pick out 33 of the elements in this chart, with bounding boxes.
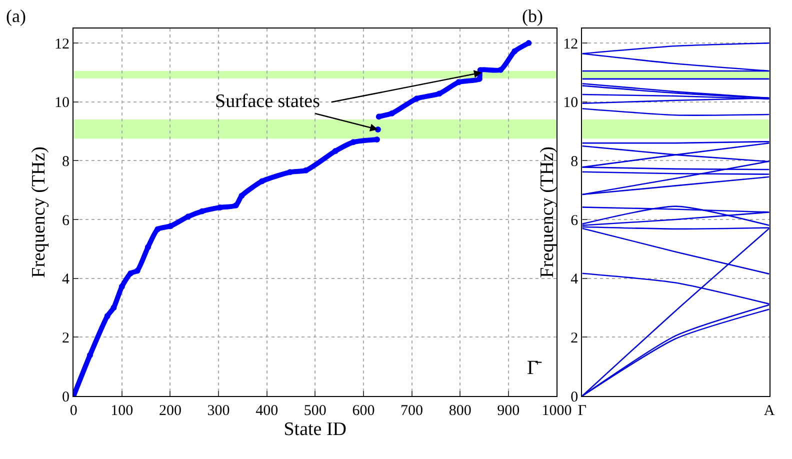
y-tick-label: 4 [570,272,579,288]
x-tick-label: 800 [448,403,472,420]
x-tick-label: 500 [304,403,326,420]
y-tick-label: 12 [54,36,70,52]
text: (b) [522,6,543,26]
x-axis-title: State ID [284,419,347,440]
y-tick-label: 0 [570,389,578,406]
y-tick-label: 0 [62,389,70,406]
x-tick-label: 1000 [542,403,572,420]
y-axis-title: Frequency (THz) [28,146,50,278]
annotation: Γ̄ [527,357,543,379]
y-tick-label: 8 [570,154,578,170]
x-tick-label: 700 [400,403,424,420]
y-tick-label: 4 [62,272,70,288]
annotation: Surface states [215,91,320,112]
x-tick-label: 900 [497,403,520,420]
y-axis-title: Frequency (THz) [536,146,558,278]
y-tick-label: 10 [563,95,578,112]
y-tick-label: 2 [570,330,578,346]
x-tick-label: A [764,403,775,420]
y-tick-label: 6 [570,212,579,229]
x-tick-label: 200 [158,403,182,420]
x-tick-label: 600 [352,403,375,420]
x-tick-label: 400 [256,403,278,420]
x-tick-label: 300 [207,403,230,420]
y-tick-label: 8 [62,154,70,170]
y-tick-label: 12 [563,36,578,52]
x-tick-label: Γ [578,403,587,420]
y-tick-label: 10 [54,95,70,112]
y-tick-label: 6 [62,212,70,229]
x-tick-label: 100 [110,403,134,420]
text: (a) [6,6,26,26]
y-tick-label: 2 [62,330,70,346]
